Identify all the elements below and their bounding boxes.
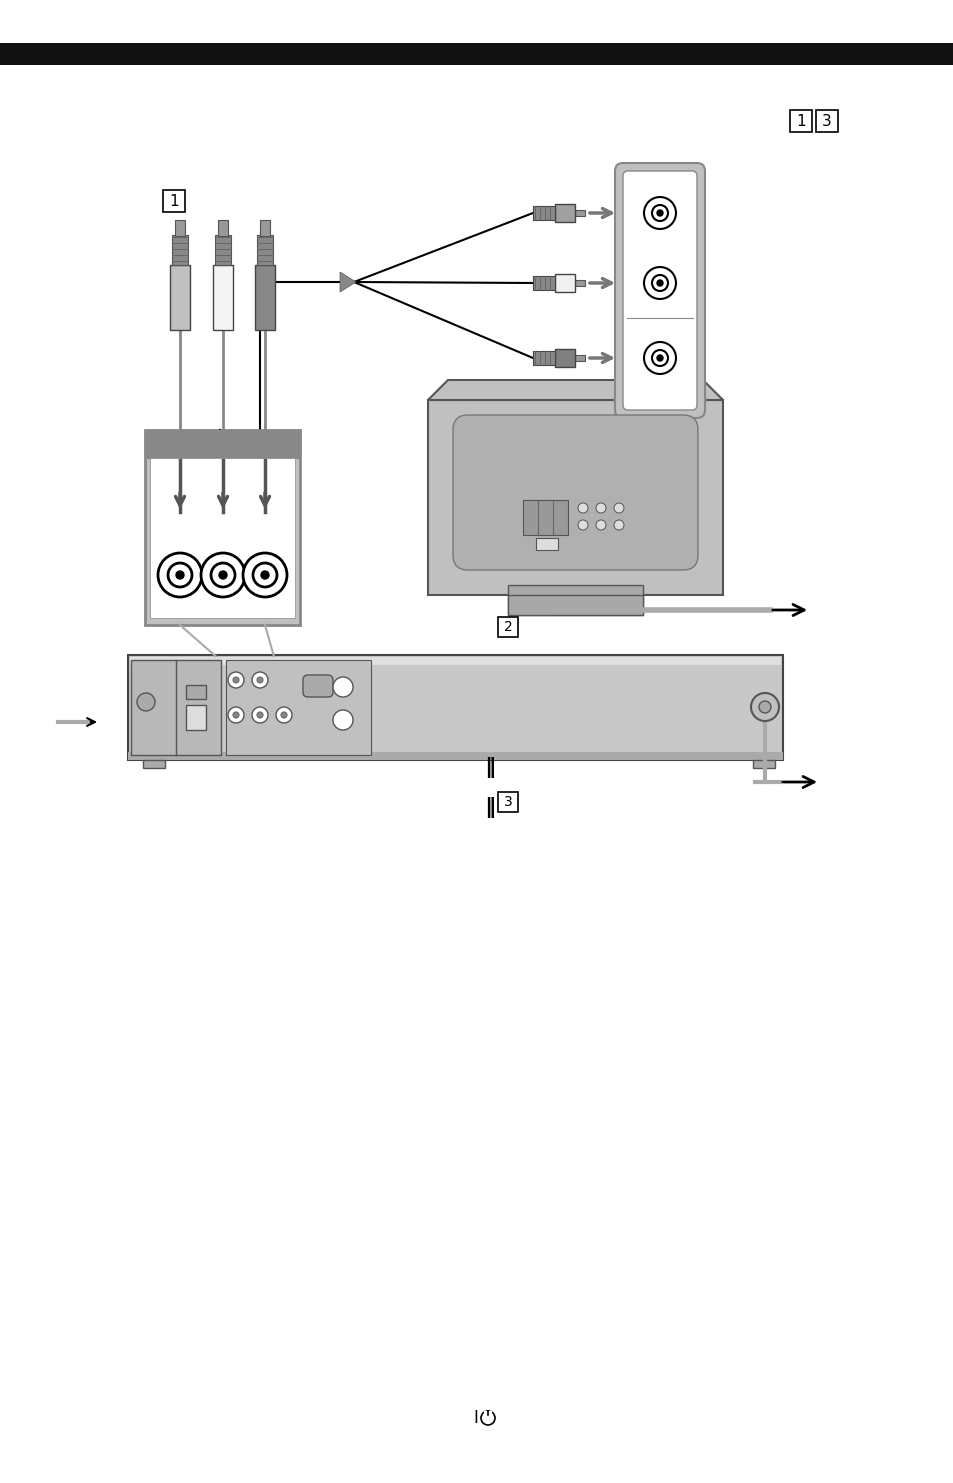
Bar [131,660,221,755]
Bar [172,234,188,265]
Circle shape [243,553,287,598]
Circle shape [228,672,244,688]
Bar [555,205,575,222]
Circle shape [158,553,202,598]
Circle shape [643,267,676,300]
Bar [186,685,206,698]
Circle shape [651,205,667,221]
Circle shape [651,274,667,291]
Text: 3: 3 [821,114,831,129]
Bar [145,430,299,624]
Bar [218,219,228,236]
Circle shape [643,343,676,374]
Bar [575,354,584,360]
Bar [575,280,584,286]
Bar [145,430,299,458]
Circle shape [578,503,587,513]
Bar [533,276,555,291]
Bar [128,655,782,759]
Text: 3: 3 [503,795,512,810]
Circle shape [614,503,623,513]
Circle shape [651,350,667,366]
Bar [130,657,781,664]
Circle shape [614,521,623,529]
Text: 2: 2 [503,620,512,635]
Circle shape [759,701,770,713]
Bar [254,265,274,331]
Bar [256,234,273,265]
Circle shape [256,678,263,684]
Bar [163,190,185,212]
Circle shape [261,571,269,578]
Text: 1: 1 [169,193,178,209]
Text: ‖: ‖ [484,798,496,819]
Circle shape [137,693,154,710]
Bar [555,349,575,366]
Bar [186,704,206,730]
Bar [0,43,953,65]
Bar [143,759,165,768]
Polygon shape [428,380,722,400]
Bar [170,265,190,331]
Bar [575,211,584,217]
FancyBboxPatch shape [622,171,697,409]
Circle shape [211,564,234,587]
Circle shape [333,678,353,697]
Circle shape [228,707,244,724]
Bar [483,1410,492,1415]
Bar [497,617,517,638]
Text: I: I [473,1409,478,1427]
Circle shape [201,553,245,598]
Bar [752,759,774,768]
Circle shape [252,672,268,688]
Circle shape [233,712,239,718]
Circle shape [168,564,192,587]
Bar [214,234,231,265]
Bar [533,351,555,365]
Circle shape [275,707,292,724]
Bar [150,458,294,618]
Circle shape [175,571,184,578]
Circle shape [253,564,276,587]
Circle shape [219,571,227,578]
Circle shape [480,1410,495,1425]
Circle shape [281,712,287,718]
Bar [226,660,371,755]
Bar [815,110,837,132]
Bar [128,752,782,759]
Bar [789,110,811,132]
FancyBboxPatch shape [453,415,698,569]
Bar [260,219,270,236]
Bar [497,792,517,813]
Text: 1: 1 [796,114,805,129]
Circle shape [643,197,676,228]
Circle shape [252,707,268,724]
Bar [522,500,567,535]
FancyBboxPatch shape [615,163,704,418]
FancyBboxPatch shape [303,675,333,697]
Circle shape [578,521,587,529]
Polygon shape [507,595,642,615]
Circle shape [233,678,239,684]
Circle shape [333,710,353,730]
Bar [507,584,642,615]
Circle shape [657,280,662,286]
Bar [213,265,233,331]
Bar [536,538,558,550]
Circle shape [596,503,605,513]
Polygon shape [339,271,355,292]
Bar [555,274,575,292]
Circle shape [596,521,605,529]
Bar [428,400,722,595]
Circle shape [750,693,779,721]
Bar [174,219,185,236]
Text: ‖: ‖ [484,758,496,779]
Bar [533,206,555,219]
Circle shape [657,211,662,217]
Circle shape [657,354,662,360]
Circle shape [256,712,263,718]
